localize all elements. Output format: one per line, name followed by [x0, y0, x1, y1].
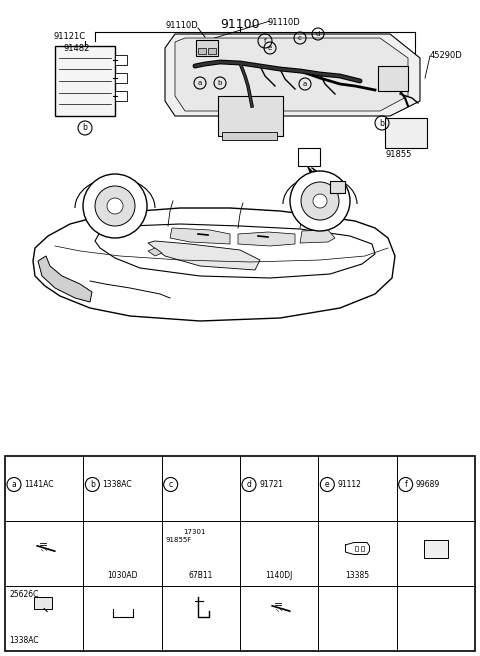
Bar [424, 539, 448, 558]
Bar [361, 546, 364, 551]
Text: a: a [12, 480, 16, 489]
Text: c: c [168, 480, 173, 489]
Text: 91482: 91482 [63, 44, 89, 53]
Circle shape [117, 543, 128, 554]
Text: 91121C: 91121C [53, 32, 85, 41]
Text: a: a [198, 80, 202, 86]
Text: 1030AD: 1030AD [107, 571, 138, 580]
Bar [330, 181, 345, 193]
Bar [222, 132, 277, 140]
Circle shape [95, 186, 135, 226]
Bar [298, 148, 320, 166]
Text: b: b [83, 123, 87, 133]
Bar [385, 118, 427, 148]
Text: f: f [404, 480, 407, 489]
Circle shape [107, 198, 123, 214]
Bar [355, 546, 358, 551]
Text: 17301: 17301 [184, 529, 206, 535]
Text: 91112: 91112 [337, 480, 361, 489]
Text: b: b [90, 480, 95, 489]
Polygon shape [300, 230, 335, 243]
Bar [55, 46, 115, 116]
Circle shape [290, 171, 350, 231]
Bar [198, 48, 206, 54]
Text: d: d [247, 480, 252, 489]
Text: 91721: 91721 [259, 480, 283, 489]
Circle shape [199, 539, 213, 552]
Circle shape [273, 543, 285, 554]
Bar [115, 91, 127, 101]
Polygon shape [148, 241, 260, 270]
Text: f: f [264, 38, 266, 44]
Text: 45290D: 45290D [430, 52, 463, 60]
Circle shape [188, 548, 198, 558]
Text: 13385: 13385 [346, 571, 370, 580]
Circle shape [194, 533, 218, 558]
Text: 25626C: 25626C [9, 590, 38, 599]
Text: 91110D: 91110D [165, 21, 198, 30]
Polygon shape [175, 38, 408, 111]
Bar [208, 48, 216, 54]
Polygon shape [33, 208, 395, 321]
Text: 91855: 91855 [386, 150, 412, 159]
Bar [218, 96, 283, 136]
Circle shape [301, 182, 339, 220]
Text: d: d [316, 31, 320, 37]
Polygon shape [238, 232, 295, 246]
Bar [5, 456, 475, 651]
Text: a: a [303, 81, 307, 87]
Circle shape [268, 537, 290, 560]
Bar [115, 73, 127, 83]
Polygon shape [170, 228, 230, 244]
Text: 1140DJ: 1140DJ [265, 571, 293, 580]
Text: 91100: 91100 [220, 18, 260, 31]
Circle shape [83, 174, 147, 238]
Text: b: b [380, 119, 384, 127]
Circle shape [40, 611, 54, 626]
Circle shape [44, 615, 50, 621]
Circle shape [313, 194, 327, 208]
Text: 91855F: 91855F [166, 537, 192, 543]
Circle shape [185, 546, 201, 562]
Bar [378, 66, 408, 91]
Polygon shape [308, 167, 328, 196]
Text: e: e [325, 480, 330, 489]
Polygon shape [95, 224, 375, 278]
Polygon shape [165, 34, 420, 116]
Text: 1141AC: 1141AC [24, 480, 53, 489]
Circle shape [112, 539, 132, 558]
Polygon shape [38, 256, 92, 302]
Bar [115, 55, 127, 65]
Circle shape [348, 600, 367, 617]
Text: 67B11: 67B11 [189, 571, 213, 580]
Bar [196, 40, 218, 56]
Text: e: e [268, 45, 272, 51]
Text: 1338AC: 1338AC [102, 480, 132, 489]
Text: 1338AC: 1338AC [9, 636, 38, 645]
Bar [34, 596, 52, 609]
Text: 91110D: 91110D [267, 18, 300, 27]
Text: 99689: 99689 [416, 480, 440, 489]
Circle shape [437, 546, 443, 552]
Text: c: c [298, 35, 302, 41]
Polygon shape [148, 248, 162, 256]
Text: b: b [218, 80, 222, 86]
